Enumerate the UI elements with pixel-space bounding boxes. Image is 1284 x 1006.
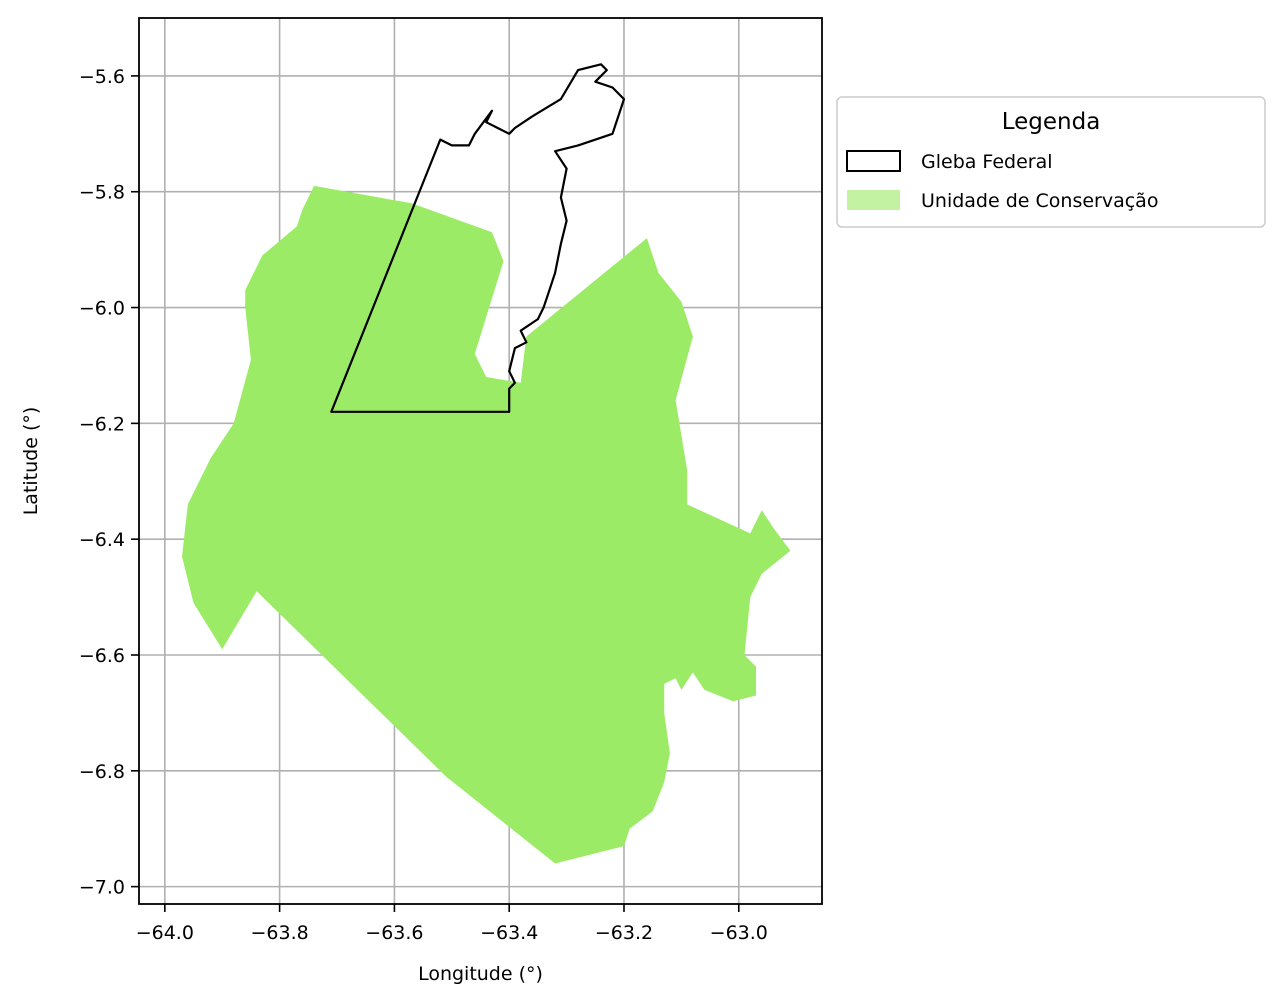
legend-swatch-conservation-unit xyxy=(847,190,900,210)
legend-box xyxy=(836,96,1266,228)
y-tick-label: −6.0 xyxy=(79,298,125,320)
y-tick-label: −5.6 xyxy=(79,66,125,88)
y-axis-label: Latitude (°) xyxy=(20,407,42,516)
legend-swatch-federal-gleba xyxy=(846,150,901,172)
legend-label: Gleba Federal xyxy=(921,151,1053,173)
map-layers xyxy=(182,63,791,864)
x-axis-ticks: −64.0 −63.8 −63.6 −63.4 −63.2 −63.0 xyxy=(136,904,768,944)
legend: Legenda Gleba Federal Unidade de Conserva… xyxy=(836,96,1266,228)
x-tick-label: −63.6 xyxy=(365,922,423,944)
legend-label: Unidade de Conservação xyxy=(921,190,1158,212)
x-tick-label: −63.0 xyxy=(710,922,768,944)
y-tick-label: −6.2 xyxy=(79,413,125,435)
federal-gleba-outline xyxy=(330,63,626,413)
x-tick-label: −63.2 xyxy=(595,922,653,944)
y-tick-label: −5.8 xyxy=(79,182,125,204)
y-axis-ticks: −5.6 −5.8 −6.0 −6.2 −6.4 −6.6 −6.8 −7.0 xyxy=(79,66,139,899)
y-tick-label: −7.0 xyxy=(79,877,125,899)
y-tick-label: −6.4 xyxy=(79,529,125,551)
x-tick-label: −63.8 xyxy=(251,922,309,944)
axes-frame xyxy=(138,17,823,905)
y-tick-label: −6.6 xyxy=(79,645,125,667)
x-tick-label: −63.4 xyxy=(480,922,538,944)
x-axis-label: Longitude (°) xyxy=(418,963,543,985)
legend-entries: Gleba Federal Unidade de Conservação xyxy=(846,150,1158,212)
legend-title: Legenda xyxy=(1002,109,1101,135)
y-tick-label: −6.8 xyxy=(79,761,125,783)
conservation-unit-polygon xyxy=(182,185,791,864)
x-tick-label: −64.0 xyxy=(136,922,194,944)
